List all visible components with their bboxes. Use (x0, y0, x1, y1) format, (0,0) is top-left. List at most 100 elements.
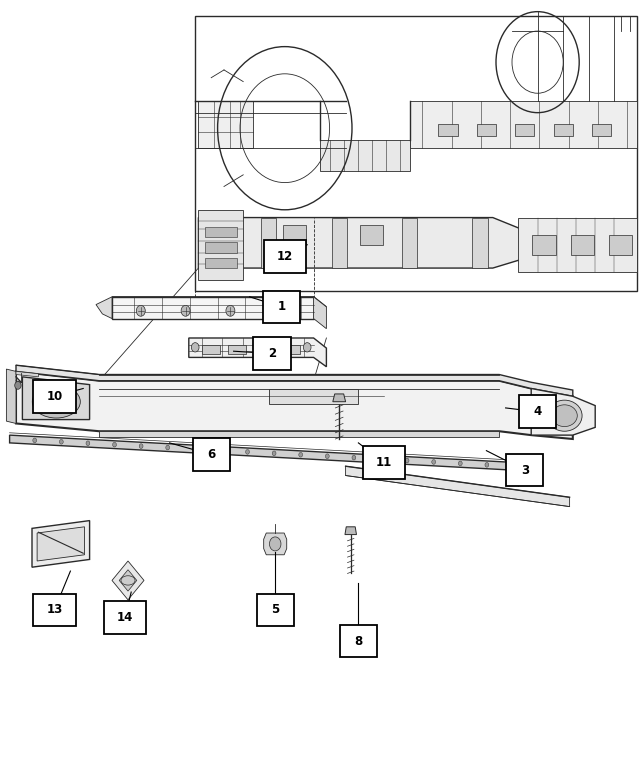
Polygon shape (346, 466, 570, 507)
Polygon shape (592, 124, 611, 136)
Circle shape (219, 448, 223, 453)
FancyBboxPatch shape (33, 380, 76, 413)
Circle shape (113, 442, 116, 447)
Polygon shape (32, 521, 90, 567)
Circle shape (193, 447, 196, 451)
Text: 14: 14 (116, 611, 133, 624)
FancyBboxPatch shape (33, 594, 76, 626)
Text: 6: 6 (207, 448, 215, 461)
Polygon shape (99, 431, 499, 437)
Text: 8: 8 (355, 635, 362, 647)
Polygon shape (16, 371, 38, 377)
Polygon shape (264, 533, 287, 555)
Text: 2: 2 (268, 347, 276, 360)
Polygon shape (345, 527, 356, 535)
Circle shape (269, 537, 281, 551)
Polygon shape (314, 297, 326, 329)
Polygon shape (261, 218, 276, 268)
Polygon shape (37, 527, 84, 561)
Circle shape (272, 451, 276, 455)
FancyBboxPatch shape (340, 625, 377, 657)
Circle shape (136, 305, 145, 316)
Text: 11: 11 (376, 456, 392, 469)
Circle shape (303, 343, 311, 352)
FancyBboxPatch shape (571, 235, 594, 255)
Ellipse shape (547, 400, 582, 431)
Text: 13: 13 (46, 604, 63, 616)
Polygon shape (515, 124, 534, 136)
Polygon shape (112, 297, 326, 307)
Circle shape (191, 343, 199, 352)
Ellipse shape (32, 385, 81, 418)
Circle shape (226, 305, 235, 316)
Polygon shape (6, 369, 16, 423)
Polygon shape (531, 388, 595, 435)
FancyBboxPatch shape (263, 291, 300, 323)
Circle shape (432, 460, 436, 465)
FancyBboxPatch shape (609, 235, 632, 255)
Circle shape (379, 457, 383, 462)
FancyBboxPatch shape (506, 454, 543, 486)
Ellipse shape (38, 390, 74, 413)
Polygon shape (22, 377, 90, 420)
Circle shape (352, 455, 356, 460)
Text: 4: 4 (534, 406, 541, 418)
FancyBboxPatch shape (519, 395, 556, 428)
Polygon shape (554, 124, 573, 136)
Circle shape (60, 440, 63, 444)
Polygon shape (438, 124, 458, 136)
Polygon shape (205, 242, 237, 253)
Polygon shape (205, 227, 237, 237)
Circle shape (405, 458, 409, 463)
Polygon shape (198, 218, 637, 268)
Polygon shape (96, 297, 112, 319)
Circle shape (139, 444, 143, 448)
Circle shape (485, 462, 489, 467)
Text: 5: 5 (271, 604, 279, 616)
Polygon shape (477, 124, 496, 136)
Polygon shape (198, 101, 253, 148)
Polygon shape (257, 345, 275, 354)
Polygon shape (410, 101, 637, 148)
Polygon shape (112, 297, 314, 319)
Circle shape (15, 382, 21, 389)
Circle shape (246, 450, 250, 455)
Polygon shape (320, 140, 410, 171)
FancyBboxPatch shape (253, 337, 291, 370)
Polygon shape (205, 258, 237, 268)
FancyBboxPatch shape (104, 601, 146, 634)
Text: 10: 10 (46, 390, 63, 402)
Polygon shape (332, 218, 347, 268)
Polygon shape (472, 218, 488, 268)
Polygon shape (198, 210, 243, 280)
Polygon shape (269, 388, 358, 404)
Polygon shape (10, 435, 512, 470)
Polygon shape (360, 225, 383, 245)
Polygon shape (282, 345, 300, 354)
Circle shape (181, 305, 190, 316)
FancyBboxPatch shape (264, 240, 306, 273)
Polygon shape (202, 345, 220, 354)
Polygon shape (333, 394, 346, 402)
FancyBboxPatch shape (257, 594, 294, 626)
Circle shape (458, 461, 462, 465)
FancyBboxPatch shape (193, 438, 230, 471)
Circle shape (86, 441, 90, 445)
Polygon shape (119, 570, 137, 591)
Polygon shape (16, 371, 573, 439)
Circle shape (166, 445, 170, 450)
Circle shape (325, 454, 329, 458)
Text: 3: 3 (521, 464, 529, 476)
Polygon shape (228, 345, 246, 354)
Polygon shape (112, 561, 144, 600)
Polygon shape (402, 218, 417, 268)
Circle shape (33, 438, 36, 443)
Polygon shape (16, 365, 573, 396)
Polygon shape (189, 338, 326, 367)
Circle shape (299, 452, 303, 457)
Polygon shape (283, 225, 306, 245)
Polygon shape (518, 218, 637, 272)
FancyBboxPatch shape (363, 446, 405, 479)
Ellipse shape (552, 405, 577, 427)
Text: 1: 1 (278, 301, 285, 313)
